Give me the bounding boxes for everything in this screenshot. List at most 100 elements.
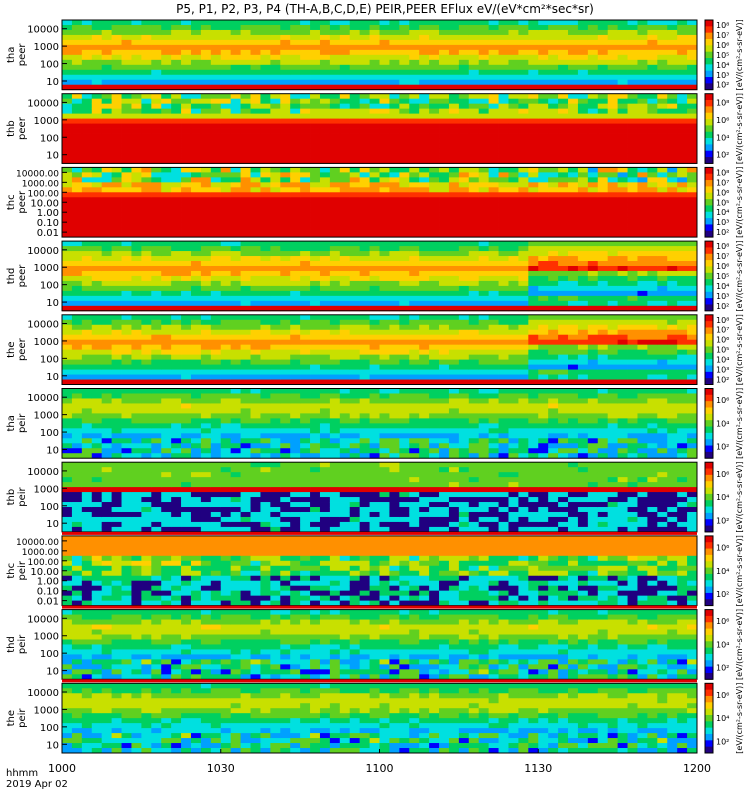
- heat-cell: [607, 339, 619, 346]
- heat-cell: [677, 167, 688, 173]
- heat-cell: [280, 339, 291, 346]
- heat-cell: [627, 256, 638, 262]
- heat-cell: [359, 265, 370, 272]
- heat-cell: [389, 344, 400, 351]
- heat-cell: [389, 128, 400, 134]
- heat-cell: [548, 261, 559, 267]
- heat-cell: [131, 256, 142, 262]
- heat-cell: [290, 207, 301, 213]
- heat-cell: [329, 359, 341, 365]
- heat-cell: [161, 98, 172, 105]
- heat-cell: [200, 349, 212, 356]
- heat-cell: [508, 232, 519, 238]
- heat-cell: [409, 261, 420, 267]
- heat-cell: [81, 364, 93, 370]
- heat-cell: [111, 241, 122, 247]
- heat-cell: [488, 212, 499, 218]
- heat-cell: [558, 20, 569, 26]
- heat-cell: [508, 108, 519, 115]
- heat-cell: [607, 344, 619, 351]
- heat-cell: [488, 64, 499, 71]
- heat-cell: [577, 344, 589, 351]
- y-tick-label: 10000: [27, 246, 59, 257]
- heat-cell: [101, 54, 113, 61]
- heat-cell: [508, 44, 519, 51]
- colorbar-step: [705, 298, 713, 302]
- heat-cell: [230, 74, 241, 81]
- heat-cell: [181, 227, 192, 233]
- heat-cell: [131, 177, 142, 183]
- heat-cell: [220, 453, 232, 459]
- heat-cell: [597, 300, 609, 307]
- heat-cell: [220, 334, 232, 341]
- heat-cell: [508, 285, 519, 292]
- heat-cell: [538, 369, 549, 375]
- heat-cell: [667, 64, 678, 71]
- heat-cell: [528, 324, 539, 331]
- heat-cell: [587, 295, 599, 302]
- heat-cell: [141, 29, 152, 36]
- heat-cell: [359, 20, 370, 26]
- heat-cell: [300, 39, 311, 46]
- heat-cell: [319, 197, 331, 203]
- heat-cell: [488, 54, 499, 61]
- heat-cell: [220, 285, 232, 292]
- heat-cell: [409, 212, 420, 218]
- heat-cell: [161, 251, 172, 257]
- heat-cell: [617, 187, 628, 193]
- heat-cell: [518, 319, 529, 326]
- heat-cell: [647, 172, 658, 178]
- heat-cell: [210, 187, 222, 193]
- heat-cell: [597, 349, 609, 356]
- heat-cell: [71, 172, 83, 178]
- heat-cell: [220, 388, 232, 394]
- heat-cell: [587, 69, 599, 76]
- heat-cell: [349, 84, 361, 91]
- heat-cell: [399, 44, 410, 51]
- colorbar-step: [705, 314, 713, 319]
- heat-cell: [627, 369, 638, 375]
- heat-cell: [369, 354, 380, 361]
- heat-cell: [448, 374, 460, 380]
- heat-cell: [597, 374, 609, 380]
- heat-cell: [597, 364, 609, 370]
- heat-cell: [290, 128, 301, 134]
- heat-cell: [488, 103, 499, 110]
- heat-cell: [171, 324, 182, 331]
- heat-cell: [419, 324, 430, 331]
- heat-cell: [448, 74, 460, 81]
- heat-cell: [637, 217, 648, 223]
- heat-cell: [81, 329, 93, 336]
- heat-cell: [369, 349, 380, 356]
- heat-cell: [399, 354, 410, 361]
- heat-cell: [647, 275, 658, 282]
- heat-cell: [657, 261, 668, 267]
- heat-cell: [677, 364, 688, 370]
- heat-cell: [240, 369, 251, 375]
- heat-cell: [478, 212, 490, 218]
- heat-cell: [637, 103, 648, 110]
- heat-cell: [131, 418, 142, 424]
- heat-cell: [419, 44, 430, 51]
- heat-cell: [538, 69, 549, 76]
- heat-cell: [210, 138, 222, 144]
- heat-cell: [468, 251, 480, 257]
- heat-cell: [240, 251, 251, 257]
- heat-cell: [389, 98, 400, 105]
- heat-cell: [607, 79, 619, 86]
- heat-cell: [151, 408, 162, 414]
- heat-cell: [349, 232, 361, 238]
- heat-cell: [488, 138, 499, 144]
- heat-cell: [121, 222, 132, 228]
- heat-cell: [171, 423, 182, 429]
- heat-cell: [101, 113, 113, 119]
- heat-cell: [260, 246, 271, 252]
- heat-cell: [409, 44, 420, 51]
- heat-cell: [141, 84, 152, 91]
- heat-cell: [151, 413, 162, 419]
- heat-cell: [419, 329, 430, 336]
- heat-cell: [280, 344, 291, 351]
- heat-cell: [498, 158, 509, 164]
- heat-cell: [71, 133, 83, 139]
- heat-cell: [528, 108, 539, 115]
